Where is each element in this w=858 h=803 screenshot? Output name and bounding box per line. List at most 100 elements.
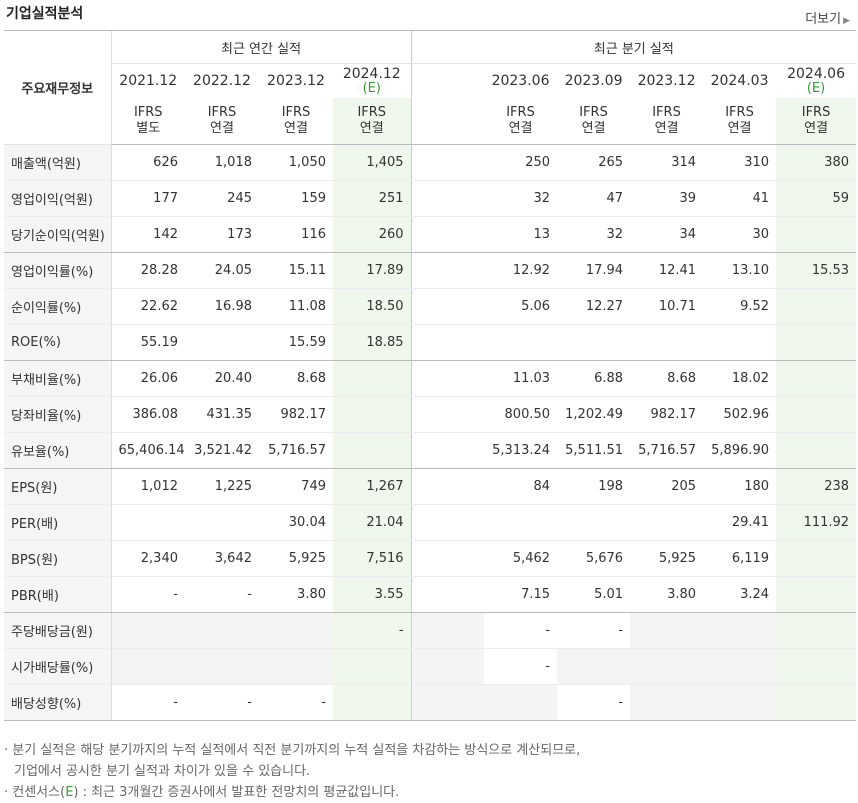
more-link[interactable]: 더보기 ▶ <box>805 8 850 27</box>
quarter-spacer-type <box>410 98 485 145</box>
row-label: 당기순이익(억원) <box>4 216 111 253</box>
annual-value-cell: 3,521.42 <box>185 432 259 469</box>
quarter-value-cell <box>776 648 857 685</box>
annual-value-cell: 159 <box>259 180 333 217</box>
quarter-value-cell <box>630 648 704 685</box>
table-row: 당좌비율(%) 386.08 431.35 982.17 800.50 1,202.49 9… <box>4 396 857 433</box>
annual-period-header: 2024.12 (E) <box>333 63 412 98</box>
quarter-value-cell: 5,313.24 <box>484 432 558 469</box>
row-label: 영업이익률(%) <box>4 252 111 289</box>
quarter-spacer-cell <box>410 396 485 433</box>
quarter-value-cell <box>703 648 777 685</box>
annual-value-cell <box>185 504 259 541</box>
quarter-value-cell <box>776 432 857 469</box>
period-label: 2024.03 <box>710 73 769 89</box>
annual-value-cell: 1,267 <box>333 468 412 505</box>
quarter-spacer-cell <box>410 288 485 325</box>
quarter-value-cell: 502.96 <box>703 396 777 433</box>
quarter-value-cell: 59 <box>776 180 857 217</box>
quarter-value-cell: 18.02 <box>703 360 777 397</box>
quarter-value-cell: 15.53 <box>776 252 857 289</box>
annual-type-header: IFRS 별도 <box>110 98 185 145</box>
chevron-right-icon: ▶ <box>843 16 850 26</box>
quarter-value-cell: 29.41 <box>703 504 777 541</box>
quarter-value-cell: 34 <box>630 216 704 253</box>
annual-value-cell <box>333 684 412 721</box>
row-label: EPS(원) <box>4 468 111 505</box>
annual-period-header: 2021.12 <box>110 63 185 98</box>
quarter-value-cell <box>776 684 857 721</box>
quarter-value-cell: 1,202.49 <box>557 396 631 433</box>
annual-value-cell: 18.50 <box>333 288 412 325</box>
quarter-value-cell <box>776 288 857 325</box>
quarter-type-header: IFRS 연결 <box>630 98 704 145</box>
quarter-spacer-cell <box>410 252 485 289</box>
quarter-spacer-cell <box>410 504 485 541</box>
quarter-value-cell: - <box>484 612 558 649</box>
annual-value-cell: 18.85 <box>333 324 412 361</box>
accounting-standard: IFRS <box>579 105 608 120</box>
quarter-spacer-cell <box>410 360 485 397</box>
quarter-spacer-cell <box>410 432 485 469</box>
quarter-value-cell: - <box>484 648 558 685</box>
annual-value-cell: 142 <box>110 216 185 253</box>
quarter-value-cell: 3.80 <box>630 576 704 613</box>
annual-value-cell: 1,012 <box>110 468 185 505</box>
financial-table: 주요재무정보 최근 연간 실적 최근 분기 실적 2021.12 2022.12 2… <box>4 30 857 721</box>
quarter-value-cell <box>776 576 857 613</box>
row-label: 시가배당률(%) <box>4 648 111 685</box>
annual-value-cell: 8.68 <box>259 360 333 397</box>
quarter-value-cell <box>776 612 857 649</box>
estimate-mark: (E) <box>806 81 826 96</box>
quarter-value-cell <box>703 324 777 361</box>
annual-value-cell: 65,406.14 <box>110 432 185 469</box>
more-label: 더보기 <box>805 12 842 27</box>
annual-value-cell: 260 <box>333 216 412 253</box>
accounting-standard: IFRS <box>357 105 387 120</box>
table-row: 순이익률(%) 22.62 16.98 11.08 18.50 5.06 12.27 10.7… <box>4 288 857 325</box>
annual-value-cell <box>333 648 412 685</box>
row-label: 매출액(억원) <box>4 144 111 181</box>
annual-value-cell <box>110 648 185 685</box>
annual-value-cell: - <box>185 684 259 721</box>
notes: · 분기 실적은 해당 분기까지의 누적 실적에서 직전 분기까지의 누적 실적… <box>4 740 580 803</box>
annual-group-header: 최근 연간 실적 <box>110 30 412 64</box>
annual-value-cell <box>185 648 259 685</box>
row-label: PER(배) <box>4 504 111 541</box>
quarter-value-cell: 17.94 <box>557 252 631 289</box>
annual-value-cell: 177 <box>110 180 185 217</box>
quarter-value-cell: 310 <box>703 144 777 181</box>
quarter-value-cell: 30 <box>703 216 777 253</box>
quarter-value-cell: 6.88 <box>557 360 631 397</box>
quarter-value-cell: 205 <box>630 468 704 505</box>
annual-value-cell: - <box>110 684 185 721</box>
row-label: ROE(%) <box>4 324 111 361</box>
period-label: 2021.12 <box>119 73 178 89</box>
quarter-value-cell <box>557 324 631 361</box>
period-label: 2022.12 <box>193 73 251 89</box>
quarter-value-cell <box>484 324 558 361</box>
note-line-2: 기업에서 공시한 분기 실적과 차이가 있을 수 있습니다. <box>14 764 311 779</box>
quarter-value-cell: 10.71 <box>630 288 704 325</box>
period-label: 2024.06 <box>787 66 845 82</box>
annual-value-cell: 5,716.57 <box>259 432 333 469</box>
quarter-type-header: IFRS 연결 <box>776 98 857 145</box>
annual-value-cell: 15.59 <box>259 324 333 361</box>
quarter-period-header: 2024.06 (E) <box>776 63 857 98</box>
quarter-value-cell <box>557 504 631 541</box>
table-row: PER(배) 30.04 21.04 29.41 111.92 <box>4 504 857 541</box>
consolidation-type: 별도 <box>136 121 161 136</box>
annual-value-cell: 3.55 <box>333 576 412 613</box>
quarter-value-cell: 5,896.90 <box>703 432 777 469</box>
table-row: 영업이익률(%) 28.28 24.05 15.11 17.89 12.92 17.94 12… <box>4 252 857 289</box>
annual-value-cell: 749 <box>259 468 333 505</box>
quarter-value-cell: 982.17 <box>630 396 704 433</box>
annual-value-cell: 7,516 <box>333 540 412 577</box>
annual-value-cell: 3,642 <box>185 540 259 577</box>
annual-value-cell <box>110 612 185 649</box>
quarter-value-cell: 13 <box>484 216 558 253</box>
consolidation-type: 연결 <box>654 121 679 136</box>
quarter-value-cell: 84 <box>484 468 558 505</box>
annual-value-cell <box>110 504 185 541</box>
table-row: 매출액(억원) 626 1,018 1,050 1,405 250 265 314 310 380 <box>4 144 857 181</box>
